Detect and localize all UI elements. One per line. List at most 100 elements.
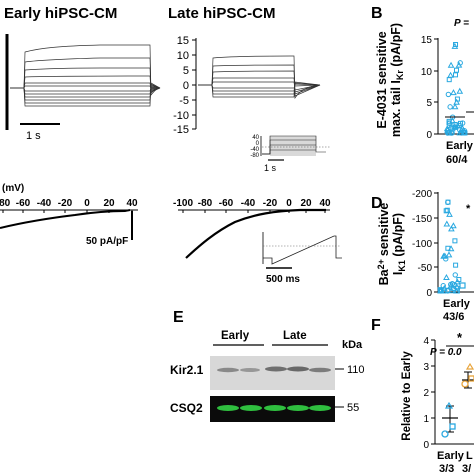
scatter-point	[451, 103, 459, 110]
scatter-point	[443, 208, 449, 214]
scatter-point	[448, 225, 455, 232]
panel-f-early-group	[441, 401, 458, 438]
late-y-tick-label: 10	[177, 50, 189, 62]
iv-left-tick: -20	[58, 198, 73, 209]
late-title: Late hiPSC-CM	[168, 5, 276, 22]
panel-b-ylabel-sub: Kr	[395, 70, 405, 80]
scatter-point	[452, 272, 458, 278]
panel-f-y-tick: 0	[423, 440, 429, 451]
panel-e-label: E	[173, 309, 184, 326]
panel-d-y-label: Ba2+ sensitive IK1 (pA/pF)	[376, 203, 407, 286]
scatter-point	[445, 251, 453, 258]
panel-d-ylabel-sup: 2+	[376, 259, 386, 269]
panel-b: B P = E-4031 sensitive max. tail IKr (pA…	[371, 5, 474, 166]
late-y-tick-label: 15	[177, 35, 189, 47]
panel-b-ylabel-line2: max. tail IKr (pA/pF)	[389, 23, 405, 137]
late-y-tick-label: -10	[173, 110, 189, 122]
panel-b-y-tick: 5	[426, 98, 432, 109]
scatter-point	[447, 71, 454, 78]
iv-left-curve	[0, 209, 131, 229]
scatter-point	[443, 220, 451, 227]
panel-e-kda-unit: kDa	[342, 339, 363, 351]
panel-e-kda-55: 55	[347, 402, 359, 414]
scatter-point	[453, 98, 460, 105]
scatter-point	[455, 61, 463, 68]
scatter-point	[456, 87, 464, 94]
scatter-point	[450, 89, 457, 96]
scatter-point	[449, 117, 456, 124]
panel-f-p-value: P = 0.0	[430, 347, 462, 358]
panel-f-group-early: Early	[437, 450, 465, 462]
panel-d-late-marker	[459, 282, 466, 289]
kir21-bands	[217, 366, 331, 373]
panel-d-label: D	[371, 195, 383, 212]
panel-b-y-label: E-4031 sensitive max. tail IKr (pA/pF)	[375, 23, 405, 137]
panel-d-ylabel-sub: K1	[397, 260, 407, 272]
iv-left-tick: 20	[103, 198, 115, 209]
panel-b-points	[443, 42, 468, 136]
panel-d-y-tick: -200	[412, 189, 432, 200]
panel-f-y-label: Relative to Early	[401, 351, 413, 441]
kir21-blot	[210, 356, 335, 390]
panel-d-y-tick: -50	[418, 263, 433, 274]
panel-e-kda-110: 110	[347, 364, 365, 376]
iv-right-curve	[185, 208, 326, 259]
panel-e-col-late: Late	[283, 330, 307, 342]
iv-right-tick: -60	[219, 198, 234, 209]
scatter-point	[440, 284, 448, 291]
scatter-point	[445, 91, 452, 98]
panel-e-row-kir21: Kir2.1	[170, 363, 204, 377]
scatter-point	[443, 256, 449, 262]
panel-b-y-tick: 10	[421, 67, 433, 78]
scatter-point	[443, 273, 450, 280]
iv-left-axis-label: (mV)	[2, 183, 24, 194]
panel-f-star: *	[457, 330, 463, 345]
scatter-point	[453, 278, 461, 285]
panel-b-label: B	[371, 5, 383, 22]
iv-curve-right: -100 -80 -60 -40 -20 0 20 40 500 ms	[173, 198, 342, 285]
panel-d-ylabel-i: I	[391, 272, 405, 275]
panel-f-group-late: L	[466, 450, 473, 462]
scatter-point	[453, 67, 459, 73]
panel-b-ylabel-line1: E-4031 sensitive	[375, 31, 389, 128]
iv-left-tick: -80	[0, 198, 11, 209]
panel-f-late-point	[461, 380, 469, 388]
panel-e-col-early: Early	[221, 330, 250, 342]
late-current-traces	[198, 55, 321, 100]
panel-b-n-label: 60/4	[446, 154, 468, 166]
inset-a-tick: 0	[256, 141, 260, 147]
panel-e: E Early Late kDa Kir2.1 110 CSQ2 55	[170, 309, 365, 422]
panel-b-y-tick: 15	[421, 35, 433, 46]
late-y-tick-label: 0	[183, 80, 189, 92]
iv-right-tick: -20	[263, 198, 278, 209]
panel-d-group-label: Early	[443, 298, 471, 310]
panel-b-ylabel-main: max. tail I	[389, 80, 403, 137]
panel-b-p-value: P =	[454, 18, 469, 29]
iv-right-tick: -100	[173, 198, 193, 209]
csq2-bands	[217, 405, 331, 411]
ramp-protocol-inset: 500 ms	[262, 232, 342, 285]
iv-left-tick: -60	[16, 198, 31, 209]
panel-f-y-tick: 1	[423, 414, 429, 425]
scatter-point	[453, 262, 459, 268]
late-trace-panel: Late hiPSC-CM 15 10 5 0 -5 -10 -15	[168, 5, 330, 173]
panel-f-label: F	[371, 317, 381, 334]
early-trace-panel: Early hiPSC-CM 1 s	[4, 5, 161, 142]
panel-b-ylabel-unit: (pA/pF)	[389, 23, 403, 70]
inset-a-tick: -40	[250, 147, 259, 153]
iv-curve-left: (mV) -80 -60 -40 -20 0 20 40 50 pA/pF	[0, 183, 138, 247]
iv-left-tick: 40	[126, 198, 138, 209]
early-current-traces	[10, 44, 161, 107]
inset-a-tick: -80	[250, 153, 259, 159]
scatter-point	[445, 130, 451, 136]
panel-d-y-tick: -150	[412, 214, 432, 225]
iv-right-tick: -40	[241, 198, 256, 209]
panel-f: F * P = 0.0 Relative to Early 4 3 2 1 0	[371, 317, 474, 474]
panel-d-ylabel-line1: Ba2+ sensitive	[376, 203, 391, 286]
scatter-point	[445, 245, 451, 251]
panel-f-early-point	[444, 401, 454, 409]
scatter-point	[441, 252, 449, 259]
ramp-scalebar-label: 500 ms	[266, 274, 300, 285]
early-title: Early hiPSC-CM	[4, 5, 117, 22]
